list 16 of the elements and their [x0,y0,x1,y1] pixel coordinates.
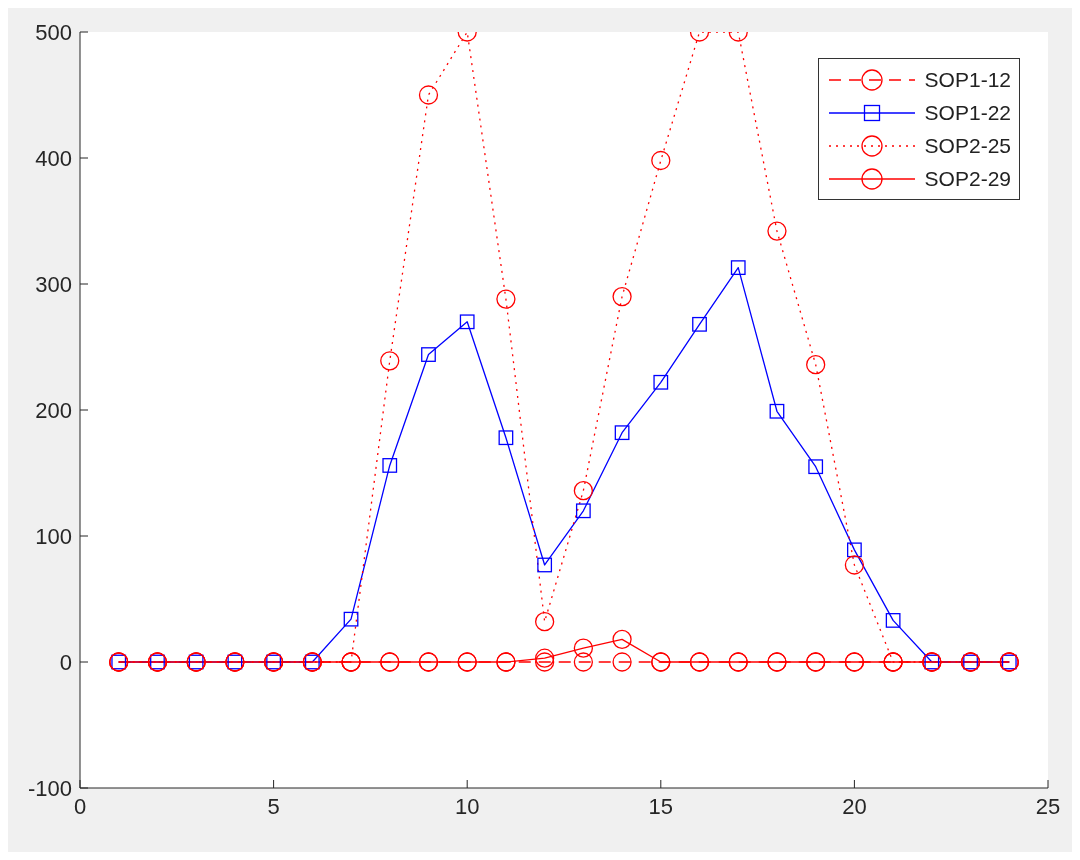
y-tick-label: 300 [35,271,72,297]
x-tick-label: 20 [842,793,867,819]
legend-label: SOP2-29 [924,166,1011,191]
legend-label: SOP1-12 [924,67,1011,92]
x-tick-label: 10 [454,793,480,819]
y-tick-label: 100 [35,523,72,549]
x-tick-label: 15 [648,793,674,819]
y-tick-label: 200 [35,397,72,423]
x-tick-label: 5 [267,793,280,819]
y-tick-label: 0 [59,649,72,675]
y-tick-label: 500 [35,19,72,45]
legend-label: SOP1-22 [924,100,1011,125]
legend-label: SOP2-25 [924,133,1011,158]
y-tick-label: 400 [35,145,72,171]
x-tick-label: 25 [1035,793,1061,819]
y-tick-label: -100 [27,775,72,801]
